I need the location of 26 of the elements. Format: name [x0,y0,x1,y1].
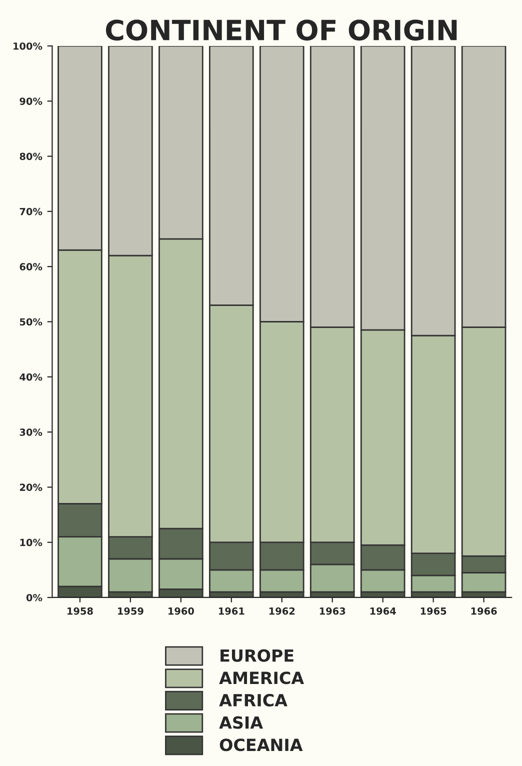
y-tick-label: 30% [20,428,42,436]
y-tick-label: 50% [20,318,42,326]
legend-label: AMERICA [219,672,304,684]
y-tick-label: 70% [20,208,42,216]
y-tick-label: 40% [20,373,42,381]
y-tick-label: 10% [20,538,42,546]
x-tick-label: 1963 [320,607,346,615]
x-tick-label: 1966 [471,607,497,615]
y-tick-label: 20% [20,484,42,492]
x-tick-label: 1959 [118,607,144,615]
y-tick-label: 0% [26,594,42,602]
legend-label: AFRICA [219,694,288,707]
x-tick-label: 1962 [269,607,295,615]
y-tick-label: 100% [14,42,42,50]
legend-label: EUROPE [220,649,294,662]
x-tick-label: 1965 [420,607,446,615]
y-tick-label: 90% [20,98,42,105]
y-tick-label: 80% [20,152,42,160]
legend-label: ASIA [219,716,263,729]
y-tick-label: 60% [20,263,42,270]
x-tick-label: 1961 [218,607,244,615]
x-tick-label: 1964 [370,607,396,615]
chart-title: CONTINENT OF ORIGIN [106,20,457,41]
x-tick-label: 1958 [68,607,93,615]
legend-label: OCEANIA [220,738,303,752]
x-tick-label: 1960 [168,607,194,615]
